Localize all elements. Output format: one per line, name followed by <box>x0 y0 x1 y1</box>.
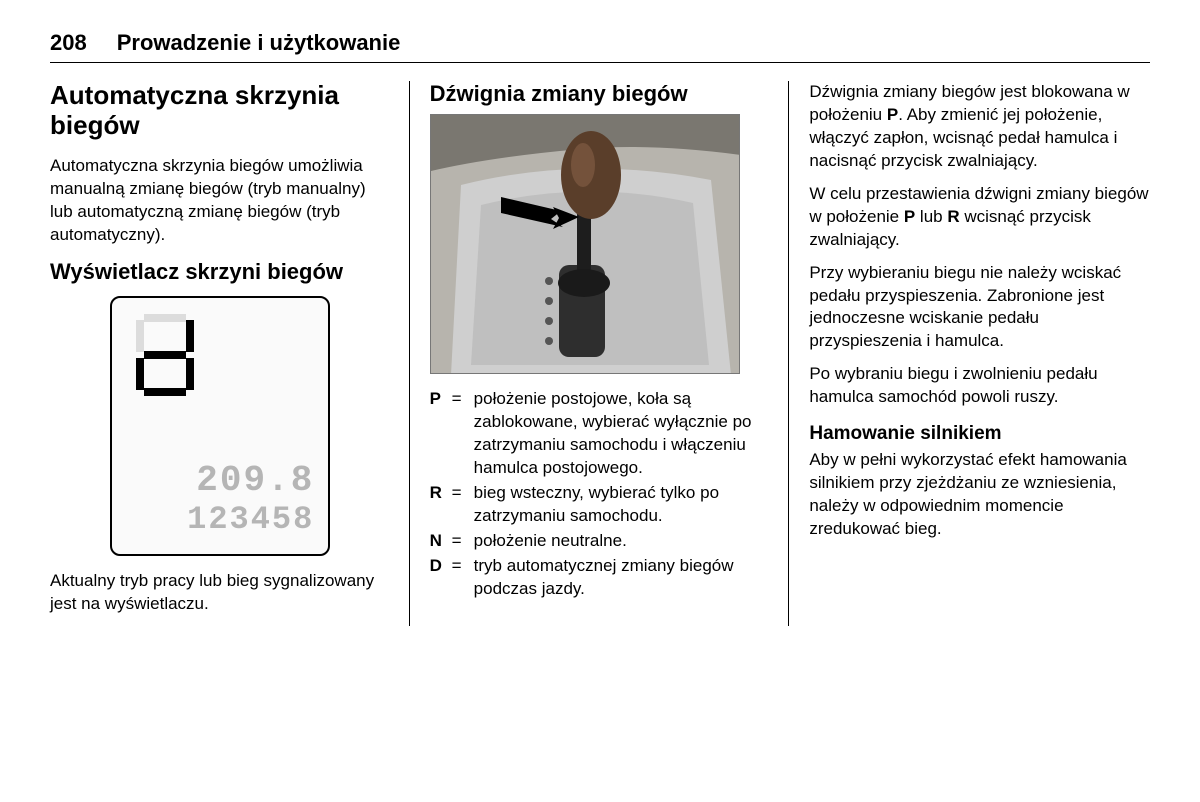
equals-sign: = <box>452 555 474 601</box>
paragraph: Aby w pełni wykorzystać efekt hamowania … <box>809 449 1150 541</box>
def-value: położenie neutralne. <box>474 530 771 553</box>
equals-sign: = <box>452 482 474 528</box>
gear-letter-ref: P <box>904 207 915 226</box>
trip-readout: 209.8 <box>126 460 314 501</box>
column-3: Dźwignia zmiany biegów jest blokowana w … <box>809 81 1150 626</box>
column-2: Dźwignia zmiany biegów <box>430 81 790 626</box>
equals-sign: = <box>452 530 474 553</box>
paragraph: Po wybraniu biegu i zwolnieniu pedału ha… <box>809 363 1150 409</box>
gear-letter-ref: P <box>887 105 898 124</box>
odometer-readout: 123458 <box>126 501 314 538</box>
subsection-heading: Dźwignia zmiany biegów <box>430 81 771 106</box>
equals-sign: = <box>452 388 474 480</box>
subsection-heading: Wyświetlacz skrzyni biegów <box>50 259 391 284</box>
paragraph: Dźwignia zmiany biegów jest blokowana w … <box>809 81 1150 173</box>
subsection-heading: Hamowanie silnikiem <box>809 423 1150 445</box>
page-number: 208 <box>50 30 87 56</box>
text-run: lub <box>915 207 947 226</box>
gear-letter-ref: R <box>947 207 959 226</box>
page-header: 208 Prowadzenie i użytkowanie <box>50 30 1150 63</box>
def-value: bieg wsteczny, wybierać tylko po zatrzym… <box>474 482 771 528</box>
chapter-title: Prowadzenie i użytkowanie <box>117 30 401 56</box>
def-row-p: P = położenie postojowe, koła są zabloko… <box>430 388 771 480</box>
def-key: N <box>430 530 452 553</box>
intro-paragraph: Automatyczna skrzynia biegów umożliwia m… <box>50 155 391 247</box>
def-key: R <box>430 482 452 528</box>
def-row-d: D = tryb automatycznej zmiany biegów pod… <box>430 555 771 601</box>
gear-lever-figure <box>430 114 740 374</box>
column-1: Automatyczna skrzynia biegów Automatyczn… <box>50 81 410 626</box>
def-value: tryb automatycznej zmiany biegów podczas… <box>474 555 771 601</box>
paragraph: Przy wybieraniu biegu nie należy wciskać… <box>809 262 1150 354</box>
def-row-r: R = bieg wsteczny, wybierać tylko po zat… <box>430 482 771 528</box>
def-row-n: N = położenie neutralne. <box>430 530 771 553</box>
content-columns: Automatyczna skrzynia biegów Automatyczn… <box>50 81 1150 626</box>
gear-letter-icon <box>134 314 196 396</box>
gear-definitions: P = położenie postojowe, koła są zabloko… <box>430 388 771 600</box>
def-key: D <box>430 555 452 601</box>
section-heading: Automatyczna skrzynia biegów <box>50 81 391 141</box>
def-key: P <box>430 388 452 480</box>
paragraph: W celu przestawienia dźwigni zmiany bieg… <box>809 183 1150 252</box>
transmission-display-figure: 209.8 123458 <box>110 296 330 556</box>
def-value: położenie postojowe, koła są zablokowane… <box>474 388 771 480</box>
figure-caption: Aktualny tryb pracy lub bieg sygnalizowa… <box>50 570 391 616</box>
